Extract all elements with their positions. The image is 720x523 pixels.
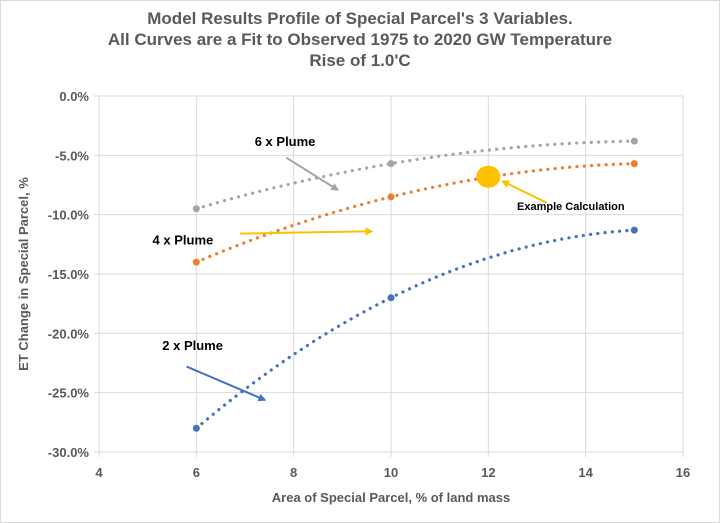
title-line-2: All Curves are a Fit to Observed 1975 to…	[107, 30, 613, 49]
x-tick-label: 10	[384, 465, 398, 480]
data-point	[192, 205, 200, 213]
data-point	[387, 193, 395, 201]
series-line	[194, 139, 636, 211]
example-calculation-arrow	[501, 180, 548, 204]
data-point	[192, 424, 200, 432]
series-group	[192, 137, 638, 432]
annotations-group: 6 x Plume 4 x Plume 2 x Plume Example Calcu…	[153, 134, 625, 402]
y-tick-label: -15.0%	[48, 267, 90, 282]
data-point	[630, 160, 638, 168]
data-point	[387, 160, 395, 168]
x-tick-label: 16	[676, 465, 690, 480]
title-line-3: Rise of 1.0'C	[309, 51, 411, 70]
x-axis-label: Area of Special Parcel, % of land mass	[272, 490, 510, 505]
series-label: 2 x Plume	[162, 338, 223, 353]
y-tick-label: -5.0%	[55, 148, 89, 163]
x-tick-labels: 4 6 8 10 12 14 16	[95, 465, 690, 480]
y-tick-label: -10.0%	[48, 208, 90, 223]
x-tick-label: 8	[290, 465, 297, 480]
series-4-x-plume	[192, 160, 638, 266]
y-tick-labels: 0.0% -5.0% -10.0% -15.0% -20.0% -25.0% -30.0%	[48, 89, 90, 460]
series-label-arrow	[285, 156, 340, 191]
gridlines	[94, 95, 684, 457]
data-point	[630, 226, 638, 234]
chart-title: Model Results Profile of Special Parcel'…	[0, 8, 720, 71]
x-tick-label: 4	[95, 465, 103, 480]
y-tick-label: -25.0%	[48, 386, 90, 401]
data-point	[630, 137, 638, 145]
series-label-arrow	[240, 227, 374, 236]
y-tick-label: -30.0%	[48, 445, 90, 460]
series-line	[194, 162, 636, 264]
y-tick-label: -20.0%	[48, 326, 90, 341]
title-line-1: Model Results Profile of Special Parcel'…	[147, 9, 573, 28]
series-2-x-plume	[192, 226, 638, 432]
y-tick-label: 0.0%	[59, 89, 89, 104]
example-calculation-marker	[476, 165, 501, 188]
series-label: 4 x Plume	[153, 232, 214, 247]
series-6-x-plume	[192, 137, 638, 213]
x-tick-label: 12	[481, 465, 495, 480]
data-point	[387, 294, 395, 302]
series-line	[194, 228, 636, 430]
series-label-arrow	[186, 365, 267, 402]
x-tick-label: 6	[193, 465, 200, 480]
example-calculation-label: Example Calculation	[517, 201, 625, 213]
series-label: 6 x Plume	[255, 134, 316, 149]
x-tick-label: 14	[578, 465, 593, 480]
data-point	[192, 258, 200, 266]
y-axis-label: ET Change in Special Parcel, %	[16, 177, 31, 371]
